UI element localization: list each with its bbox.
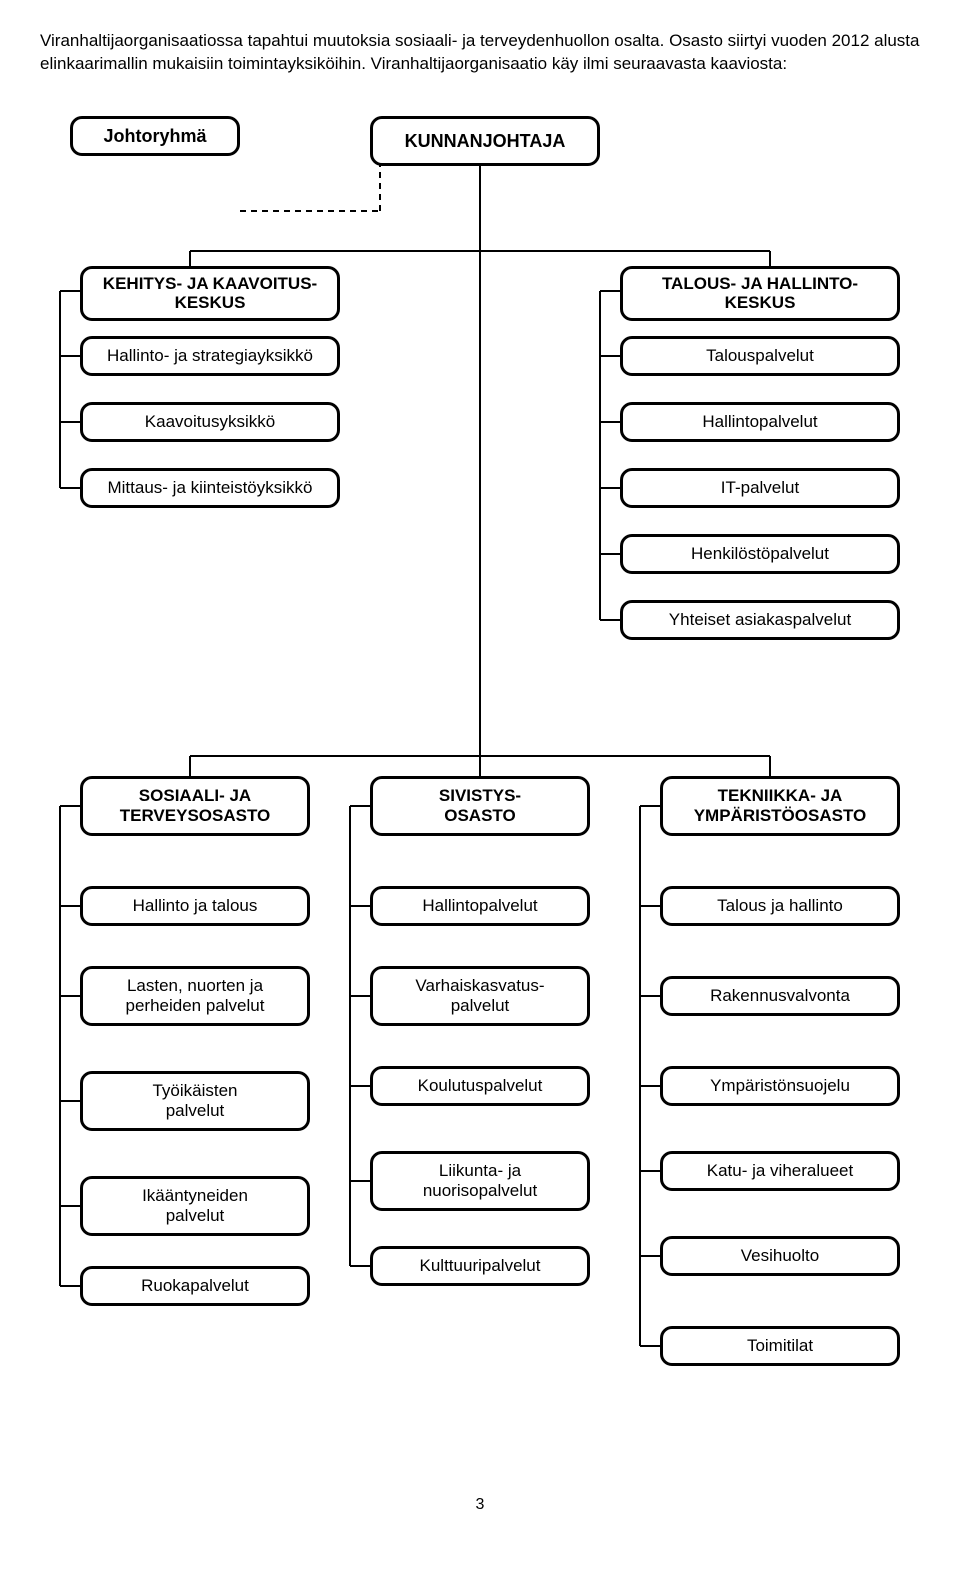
right-item-4: Yhteiset asiakaspalvelut (620, 600, 900, 640)
tekniikka-item-0: Talous ja hallinto (660, 886, 900, 926)
tekniikka-item-2: Ympäristönsuojelu (660, 1066, 900, 1106)
sivistys-item-2: Koulutuspalvelut (370, 1066, 590, 1106)
sosiaali-item-1: Lasten, nuorten ja perheiden palvelut (80, 966, 310, 1026)
sivistys-item-1: Varhaiskasvatus- palvelut (370, 966, 590, 1026)
right-item-3: Henkilöstöpalvelut (620, 534, 900, 574)
kehitys-header: KEHITYS- JA KAAVOITUS- KESKUS (80, 266, 340, 321)
sosiaali-item-4: Ruokapalvelut (80, 1266, 310, 1306)
tekniikka-item-4: Vesihuolto (660, 1236, 900, 1276)
right-item-0: Talouspalvelut (620, 336, 900, 376)
sosiaali-item-2: Työikäisten palvelut (80, 1071, 310, 1131)
intro-text: Viranhaltijaorganisaatiossa tapahtui muu… (40, 30, 920, 76)
left-item-1: Kaavoitusyksikkö (80, 402, 340, 442)
tekniikka-header: TEKNIIKKA- JA YMPÄRISTÖOSASTO (660, 776, 900, 836)
tekniikka-item-1: Rakennusvalvonta (660, 976, 900, 1016)
sosiaali-item-3: Ikääntyneiden palvelut (80, 1176, 310, 1236)
talous-header: TALOUS- JA HALLINTO- KESKUS (620, 266, 900, 321)
sivistys-item-3: Liikunta- ja nuorisopalvelut (370, 1151, 590, 1211)
kunnanjohtaja-box: KUNNANJOHTAJA (370, 116, 600, 166)
sosiaali-header: SOSIAALI- JA TERVEYSOSASTO (80, 776, 310, 836)
right-item-1: Hallintopalvelut (620, 402, 900, 442)
johtoryhma-box: Johtoryhmä (70, 116, 240, 156)
sivistys-item-4: Kulttuuripalvelut (370, 1246, 590, 1286)
left-item-0: Hallinto- ja strategiayksikkö (80, 336, 340, 376)
sivistys-header: SIVISTYS- OSASTO (370, 776, 590, 836)
page-number: 3 (40, 1496, 920, 1514)
tekniikka-item-3: Katu- ja viheralueet (660, 1151, 900, 1191)
sivistys-item-0: Hallintopalvelut (370, 886, 590, 926)
sosiaali-item-0: Hallinto ja talous (80, 886, 310, 926)
org-chart: KUNNANJOHTAJA Johtoryhmä KEHITYS- JA KAA… (40, 116, 920, 1466)
left-item-2: Mittaus- ja kiinteistöyksikkö (80, 468, 340, 508)
right-item-2: IT-palvelut (620, 468, 900, 508)
tekniikka-item-5: Toimitilat (660, 1326, 900, 1366)
